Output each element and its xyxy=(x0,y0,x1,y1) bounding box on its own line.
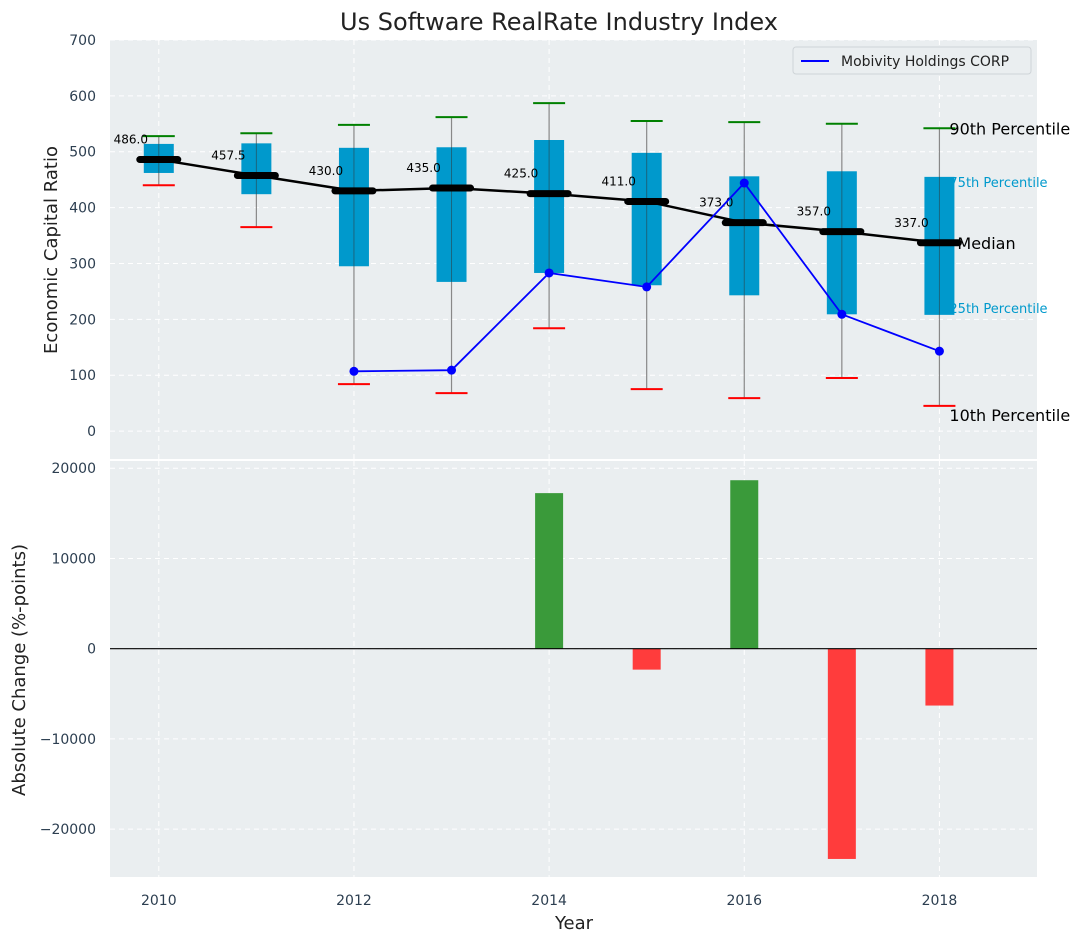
median-data-label: 486.0 xyxy=(114,133,148,147)
change-bar xyxy=(827,648,856,859)
x-tick-label: 2016 xyxy=(726,893,762,909)
change-bar xyxy=(730,480,759,649)
bottom-y-tick-label: 0 xyxy=(87,642,96,658)
median-data-label: 373.0 xyxy=(699,196,733,210)
company-series-point xyxy=(934,346,944,356)
median-data-label: 411.0 xyxy=(602,174,636,188)
change-bar xyxy=(632,648,661,670)
median-data-label: 357.0 xyxy=(797,205,831,219)
top-y-tick-label: 600 xyxy=(69,89,96,105)
x-tick-label: 2014 xyxy=(531,893,567,909)
annotation-90th: 90th Percentile xyxy=(949,119,1070,138)
annotation-75th: 75th Percentile xyxy=(949,176,1047,191)
bottom-y-tick-label: −20000 xyxy=(40,822,96,838)
top-y-tick-label: 100 xyxy=(69,368,96,384)
median-data-label: 425.0 xyxy=(504,167,538,181)
bottom-plot-area xyxy=(110,461,1037,877)
x-tick-label: 2012 xyxy=(336,893,372,909)
bottom-y-axis-label: Absolute Change (%-points) xyxy=(9,544,30,796)
legend-label: Mobivity Holdings CORP xyxy=(841,54,1009,70)
top-y-tick-label: 700 xyxy=(69,33,96,49)
x-axis-label: Year xyxy=(554,913,594,934)
annotation-median: Median xyxy=(957,234,1015,253)
bottom-y-tick-label: 20000 xyxy=(51,461,96,477)
annotation-25th: 25th Percentile xyxy=(949,302,1047,317)
median-data-label: 457.5 xyxy=(211,148,245,162)
company-series-point xyxy=(544,268,554,278)
legend-box xyxy=(792,46,1032,75)
x-tick-label: 2010 xyxy=(141,893,177,909)
top-y-tick-label: 0 xyxy=(87,424,96,440)
chart-title: Us Software RealRate Industry Index xyxy=(340,8,778,36)
annotation-10th: 10th Percentile xyxy=(949,406,1070,425)
median-data-label: 435.0 xyxy=(406,161,440,175)
x-tick-label: 2018 xyxy=(922,893,958,909)
median-data-label: 337.0 xyxy=(894,216,928,230)
top-y-tick-label: 400 xyxy=(69,201,96,217)
bottom-y-tick-label: 10000 xyxy=(51,551,96,567)
bottom-y-tick-label: −10000 xyxy=(40,732,96,748)
company-series-point xyxy=(837,309,847,319)
company-series-point xyxy=(739,178,749,188)
top-y-tick-label: 500 xyxy=(69,145,96,161)
median-data-label: 430.0 xyxy=(309,164,343,178)
company-series-point xyxy=(642,282,652,292)
change-bar xyxy=(925,648,954,706)
top-y-tick-label: 300 xyxy=(69,256,96,272)
top-y-axis-label: Economic Capital Ratio xyxy=(41,146,62,354)
company-series-point xyxy=(447,365,457,375)
top-plot-area xyxy=(110,40,1037,459)
change-bar xyxy=(535,493,564,649)
company-series-point xyxy=(349,366,359,376)
top-y-tick-label: 200 xyxy=(69,312,96,328)
